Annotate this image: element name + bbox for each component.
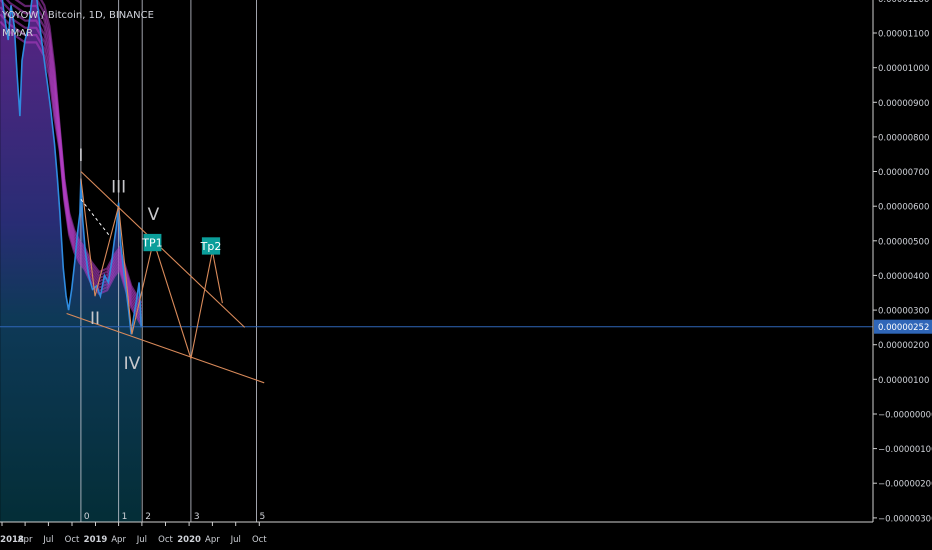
y-tick-label-0: 0.00001200 (878, 0, 929, 5)
price-area (0, 0, 142, 522)
y-tick-label-4: 0.00000800 (878, 133, 929, 143)
pattern-line-2 (80, 198, 112, 238)
y-tick-label-10: 0.00000200 (878, 341, 929, 351)
pattern-line-1 (66, 312, 265, 384)
chart-title: YOYOW / Bitcoin, 1D, BINANCE (2, 10, 154, 21)
y-tick-label-14: −0.00000200 (878, 480, 932, 490)
indicator-label: MMAR (2, 28, 34, 39)
y-tick-label-2: 0.00001000 (878, 64, 929, 74)
y-tick-label-9: 0.00000300 (878, 307, 929, 317)
wave-label-4: V (148, 205, 160, 225)
wave-pattern (66, 171, 265, 384)
wave-label-2: III (111, 177, 126, 197)
target-box-label-0: TP1 (141, 237, 162, 250)
y-tick-label-5: 0.00000700 (878, 168, 929, 178)
x-axis-background (0, 522, 932, 550)
x-tick-label-1: Apr (18, 535, 33, 545)
price-area-fill (0, 0, 142, 522)
x-tick-label-4: 2019 (84, 535, 108, 545)
vertical-line-label-1: 1 (122, 512, 128, 522)
current-price-tag (874, 319, 932, 334)
wave-label-3: IV (124, 354, 141, 374)
x-tick-label-7: Oct (158, 535, 173, 545)
x-tick-label-6: Jul (136, 535, 147, 545)
price-line (1, 0, 142, 335)
vertical-line-label-4: 5 (260, 512, 266, 522)
y-tick-label-12: −0.00000000 (878, 411, 932, 421)
y-tick-label-13: −0.00000100 (878, 445, 932, 455)
y-tick-label-11: 0.00000100 (878, 376, 929, 386)
x-tick-label-2: Jul (42, 535, 53, 545)
y-tick-label-3: 0.00000900 (878, 99, 929, 109)
mmar-line-7 (0, 20, 143, 326)
y-tick-label-6: 0.00000600 (878, 203, 929, 213)
wave-label-1: II (90, 309, 100, 329)
x-tick-label-10: Jul (230, 535, 241, 545)
vertical-line-label-3: 3 (194, 512, 200, 522)
pattern-line-0 (80, 171, 246, 328)
y-axis: 0.00001200 0.00001100 0.00001000 0.00000900… (872, 0, 932, 550)
target-box-0 (143, 233, 162, 252)
y-tick-label-1: 0.00001100 (878, 30, 929, 40)
x-tick-label-3: Oct (65, 535, 80, 545)
pattern-line-3 (80, 178, 223, 359)
y-tick-label-15: −0.00000300 (878, 514, 932, 524)
wave-label-0: I (78, 146, 83, 166)
x-tick-label-5: Apr (111, 535, 126, 545)
vertical-line-label-2: 2 (145, 512, 151, 522)
target-box-1 (201, 237, 221, 255)
x-tick-label-11: Oct (252, 535, 267, 545)
current-price-label: 0.00000252 (878, 323, 929, 333)
y-tick-label-7: 0.00000500 (878, 237, 929, 247)
x-tick-label-8: 2020 (177, 535, 201, 545)
x-tick-label-9: Apr (205, 535, 220, 545)
x-tick-label-0: 2018 (0, 535, 24, 545)
y-axis-background (873, 0, 932, 550)
price-series (1, 0, 142, 335)
target-box-label-1: Tp2 (200, 240, 222, 253)
y-tick-label-8: 0.00000400 (878, 272, 929, 282)
target-boxes: TP1 Tp2 (141, 233, 222, 255)
vertical-line-label-0: 0 (84, 512, 90, 522)
